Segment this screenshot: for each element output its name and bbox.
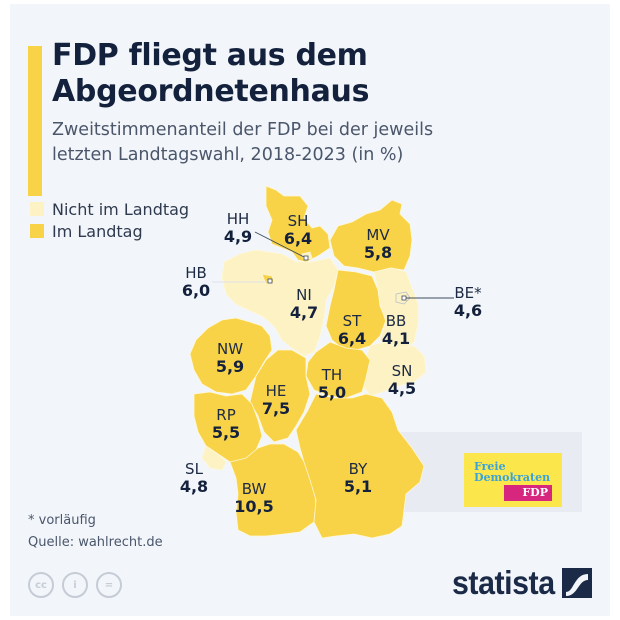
accent-bar [28, 46, 42, 196]
state-value-mv: 5,8 [364, 243, 392, 262]
city-marker-hh [303, 255, 309, 261]
legend-label: Nicht im Landtag [52, 199, 190, 219]
state-label-ni: NI [296, 286, 312, 304]
state-value-sh: 6,4 [284, 229, 312, 248]
no-derivatives-icon[interactable]: = [96, 572, 122, 598]
state-label-th: TH [321, 366, 342, 384]
city-marker-hb [267, 278, 273, 284]
footnote-preliminary: * vorläufig [28, 513, 96, 528]
state-he [249, 349, 311, 443]
state-label-he: HE [266, 382, 287, 400]
legend-label: Im Landtag [52, 221, 143, 241]
title-line-2: Abgeordnetenhaus [52, 74, 370, 109]
fdp-logo: Freie Demokraten FDP [464, 453, 562, 507]
statista-logo[interactable]: statista [452, 564, 592, 602]
state-value-he: 7,5 [262, 399, 290, 418]
state-sh [265, 185, 331, 263]
statista-wordmark: statista [452, 564, 555, 601]
state-by [295, 393, 425, 539]
leader-line-hh [254, 231, 307, 259]
state-label-sn: SN [392, 362, 413, 380]
state-value-by: 5,1 [344, 477, 372, 496]
state-value-be: 4,6 [454, 301, 482, 320]
attribution-icon[interactable]: i [62, 572, 88, 598]
state-label-rp: RP [216, 406, 235, 424]
legend-item-in-parliament: Im Landtag [30, 220, 189, 242]
legend-item-not-in-parliament: Nicht im Landtag [30, 198, 189, 220]
state-sl [201, 445, 227, 471]
legend-swatch-light [30, 202, 44, 216]
state-value-ni: 4,7 [290, 303, 318, 322]
state-label-bw: BW [242, 480, 267, 498]
state-value-st: 6,4 [338, 329, 366, 348]
state-value-th: 5,0 [318, 383, 346, 402]
state-value-rp: 5,5 [212, 423, 240, 442]
state-value-bw: 10,5 [234, 497, 273, 516]
state-value-sn: 4,5 [388, 379, 416, 398]
state-label-by: BY [349, 460, 368, 478]
state-label-bb: BB [386, 312, 407, 330]
fdp-logo-demokraten: Demokraten [474, 471, 551, 484]
state-label-hb: HB [185, 264, 207, 282]
state-value-hh: 4,9 [224, 227, 252, 246]
subtitle-line-1: Zweitstimmenanteil der FDP bei der jewei… [52, 120, 434, 140]
state-label-hh: HH [227, 210, 250, 228]
page-title: FDP fliegt aus dem Abgeordnetenhaus [52, 38, 369, 110]
statista-mark-icon [561, 568, 592, 598]
state-nw [189, 317, 273, 395]
state-label-st: ST [343, 312, 363, 330]
state-label-nw: NW [217, 340, 243, 358]
license-icons: cc i = [28, 572, 122, 598]
state-value-nw: 5,9 [216, 357, 244, 376]
subtitle-line-2: letzten Landtagswahl, 2018-2023 (in %) [52, 145, 404, 165]
source-text: Quelle: wahlrecht.de [28, 535, 163, 550]
state-value-bb: 4,1 [382, 329, 410, 348]
title-line-1: FDP fliegt aus dem [52, 38, 368, 73]
state-bb [373, 267, 419, 351]
cc-icon[interactable]: cc [28, 572, 54, 598]
state-ni [221, 249, 339, 357]
city-marker-be [401, 295, 407, 301]
state-value-sl: 4,8 [180, 477, 208, 496]
state-label-sh: SH [288, 212, 309, 230]
legend-swatch-yellow [30, 224, 44, 238]
fdp-logo-freie: Freie [474, 460, 506, 473]
footnote: * vorläufig Quelle: wahlrecht.de [28, 510, 163, 554]
state-mv [329, 199, 413, 273]
legend: Nicht im Landtag Im Landtag [30, 198, 189, 242]
fdp-logo-tag: FDP [504, 485, 552, 501]
state-label-mv: MV [366, 226, 390, 244]
state-label-sl: SL [185, 460, 204, 478]
state-label-be: BE* [454, 284, 482, 302]
subtitle: Zweitstimmenanteil der FDP bei der jewei… [52, 118, 433, 168]
state-value-hb: 6,0 [182, 281, 210, 300]
